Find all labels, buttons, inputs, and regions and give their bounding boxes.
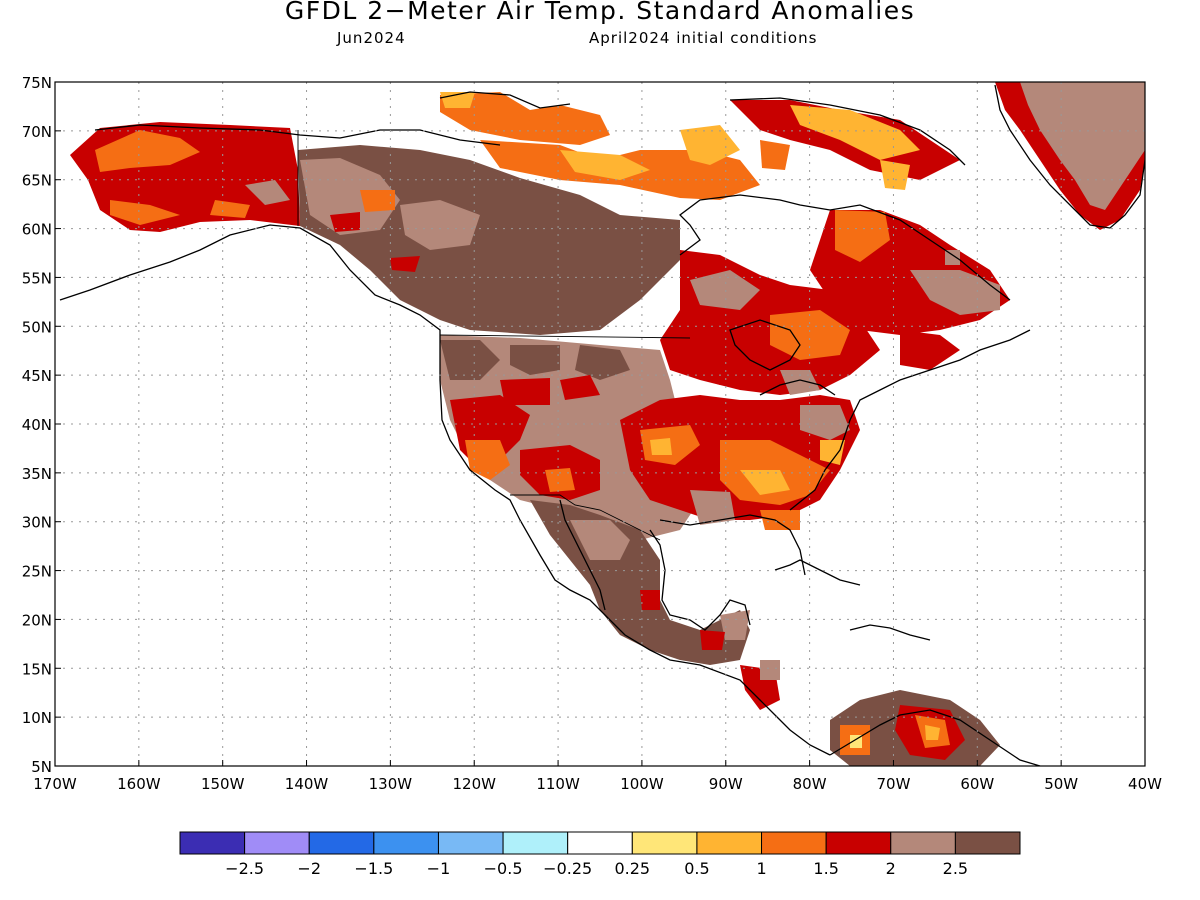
lon-label: 90W — [709, 775, 743, 793]
lon-label: 100W — [620, 775, 664, 793]
map-area — [59, 82, 1145, 766]
lon-label: 40W — [1128, 775, 1162, 793]
alaska-orange — [95, 130, 200, 172]
colorbar-swatch — [567, 831, 633, 855]
lon-label: 50W — [1044, 775, 1078, 793]
colorbar-swatch — [631, 831, 698, 855]
borders — [297, 130, 691, 541]
colorbar-swatch — [179, 831, 246, 855]
lat-label: 15N — [22, 660, 52, 678]
lon-label: 170W — [33, 775, 77, 793]
map-frame — [54, 81, 1146, 767]
lat-label: 40N — [22, 416, 52, 434]
colorbar-label: 2 — [886, 859, 896, 878]
colorbar-label: 1 — [756, 859, 766, 878]
lat-label: 30N — [22, 514, 52, 532]
lat-label: 75N — [22, 74, 52, 92]
colorbar-swatch — [244, 831, 310, 855]
lat-label: 70N — [22, 123, 52, 141]
lon-label: 70W — [877, 775, 911, 793]
colorbar-label: −0.25 — [543, 859, 592, 878]
lat-label: 25N — [22, 563, 52, 581]
colorbar-swatch — [373, 831, 439, 855]
lon-label: 120W — [452, 775, 496, 793]
colorbar-swatch — [502, 831, 569, 855]
longitude-labels: 170W 160W 150W 140W 130W 120W 110W 100W 90W 80W 70… — [33, 775, 1162, 793]
colorbar-labels: −2.5 −2 −1.5 −1 −0.5 −0.25 0.25 0.5 1 1.5 2 2.5 — [225, 859, 968, 878]
colorbar-label: −2.5 — [225, 859, 264, 878]
lat-label: 50N — [22, 318, 52, 336]
colorbar-swatch — [308, 831, 375, 855]
colorbar-label: 1.5 — [813, 859, 838, 878]
lon-label: 160W — [117, 775, 161, 793]
valid-month: Jun2024 — [337, 29, 406, 47]
map-title: GFDL 2−Meter Air Temp. Standard Anomalie… — [284, 0, 916, 25]
colorbar-swatch — [890, 831, 956, 855]
initial-conditions: April2024 initial conditions — [589, 29, 818, 47]
lat-label: 60N — [22, 221, 52, 239]
lon-label: 130W — [369, 775, 413, 793]
colorbar-swatch — [696, 831, 763, 855]
lon-label: 150W — [201, 775, 245, 793]
colorbar-swatch — [437, 831, 504, 855]
colorbar-label: −1 — [427, 859, 451, 878]
colorbar-label: −0.5 — [484, 859, 523, 878]
colorbar — [179, 831, 1021, 855]
lat-label: 20N — [22, 611, 52, 629]
colorbar-label: 0.25 — [614, 859, 650, 878]
gridlines — [54, 81, 1146, 767]
coastlines — [59, 84, 1145, 766]
colorbar-label: −2 — [297, 859, 321, 878]
lon-label: 80W — [793, 775, 827, 793]
lat-label: 35N — [22, 465, 52, 483]
lon-label: 140W — [285, 775, 329, 793]
lat-label: 5N — [31, 758, 52, 776]
lon-label: 60W — [960, 775, 994, 793]
colorbar-swatch — [825, 831, 892, 855]
alaska-warm-region — [70, 122, 300, 232]
colorbar-swatch — [761, 831, 827, 855]
lat-label: 10N — [22, 709, 52, 727]
lon-label: 110W — [536, 775, 580, 793]
lat-label: 55N — [22, 269, 52, 287]
lat-label: 45N — [22, 367, 52, 385]
colorbar-swatch — [954, 831, 1021, 855]
colorbar-label: 2.5 — [943, 859, 968, 878]
colorbar-label: 0.5 — [684, 859, 709, 878]
arctic-islands-warm — [440, 92, 610, 145]
lat-label: 65N — [22, 172, 52, 190]
latitude-labels: 5N 10N 15N 20N 25N 30N 35N 40N 45N 50N 55N 60N 65N 70… — [22, 74, 52, 776]
colorbar-label: −1.5 — [354, 859, 393, 878]
